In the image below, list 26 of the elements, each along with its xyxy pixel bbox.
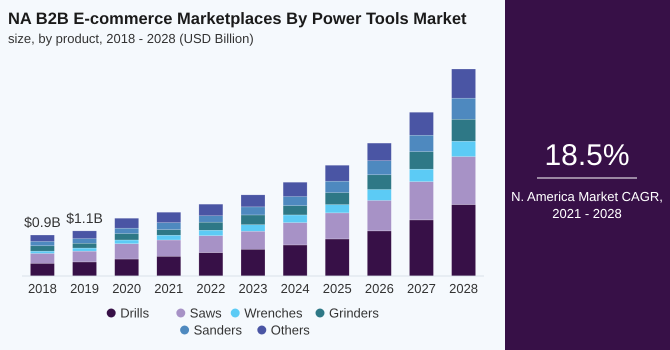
annotation: $0.9B <box>24 214 61 230</box>
x-tick-label: 2022 <box>196 281 226 296</box>
chart-subtitle: size, by product, 2018 - 2028 (USD Billion) <box>8 31 254 46</box>
legend-label: Saws <box>190 306 222 320</box>
legend-label: Wrenches <box>244 306 303 320</box>
bar <box>30 246 55 252</box>
x-tick-label: 2021 <box>154 281 184 296</box>
bar <box>30 234 55 242</box>
x-tick-label: 2027 <box>407 281 436 296</box>
chart-title: NA B2B E-commerce Marketplaces By Power Tools Market <box>8 10 467 28</box>
x-tick-label: 2028 <box>449 281 478 296</box>
legend-label: Others <box>270 322 310 338</box>
x-tick-label: 2025 <box>322 281 352 296</box>
legend-label: Drills <box>120 306 150 320</box>
x-tick-label: 2024 <box>280 281 310 296</box>
bar <box>72 243 97 248</box>
x-tick-label: 2018 <box>28 281 57 296</box>
x-tick-label: 2019 <box>70 281 99 296</box>
text: N. America Market CAGR, 2021 - 2028 <box>511 189 663 221</box>
annotation: $1.1B <box>66 210 103 226</box>
legend-label: Sanders <box>194 322 243 338</box>
text: 18.5% <box>544 139 630 172</box>
legend-label: Grinders <box>329 306 380 320</box>
x-tick-label: 2026 <box>364 281 394 296</box>
x-tick-label: 2023 <box>238 281 268 296</box>
x-tick-label: 2020 <box>112 281 142 296</box>
